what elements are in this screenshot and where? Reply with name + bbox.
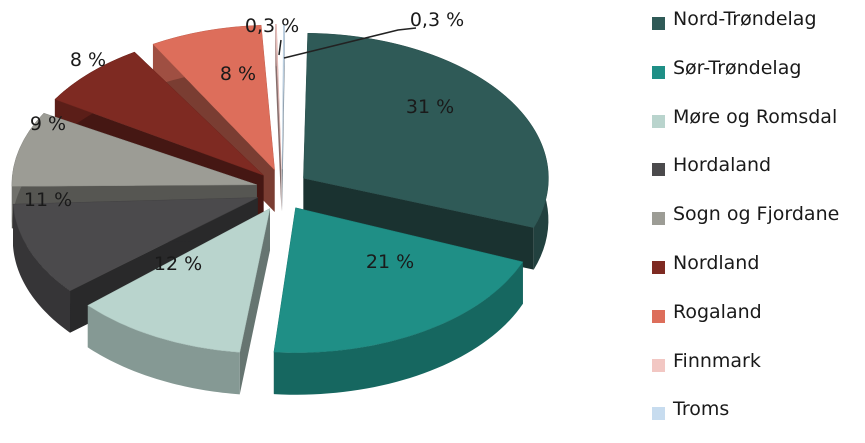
legend-item-sogn-og-fjordane: Sogn og Fjordane xyxy=(652,199,865,248)
legend-item-hordaland: Hordaland xyxy=(652,150,865,199)
legend-label: Finnmark xyxy=(673,349,761,372)
legend-label: Møre og Romsdal xyxy=(673,105,838,128)
slice-label: 9 % xyxy=(30,113,66,135)
slice-label: 0,3 % xyxy=(410,9,464,31)
legend-item-more-og-romsdal: Møre og Romsdal xyxy=(652,102,865,151)
legend-item-rogaland: Rogaland xyxy=(652,297,865,346)
slice-label: 31 % xyxy=(406,96,454,118)
legend-label: Nord-Trøndelag xyxy=(673,8,817,30)
slice-label: 8 % xyxy=(70,49,106,71)
legend-label: Sogn og Fjordane xyxy=(673,203,840,226)
legend-item-sor-trondelag: Sør-Trøndelag xyxy=(652,53,865,102)
slice-label: 11 % xyxy=(24,189,72,211)
legend-swatch xyxy=(652,212,665,226)
legend-item-troms: Troms xyxy=(652,394,865,443)
legend-swatch xyxy=(652,163,665,177)
pie-slice xyxy=(281,23,285,212)
legend-swatch xyxy=(652,309,665,323)
legend-swatch xyxy=(652,114,665,128)
pie-slice xyxy=(273,207,524,395)
leader-line xyxy=(278,39,282,56)
legend: Nord-Trøndelag Sør-Trøndelag Møre og Rom… xyxy=(652,4,865,443)
pie-slice xyxy=(303,32,549,270)
legend-label: Sør-Trøndelag xyxy=(673,56,802,79)
legend-label: Hordaland xyxy=(673,154,772,177)
legend-swatch xyxy=(652,260,665,274)
legend-swatch xyxy=(652,407,665,421)
pie-chart: 31 % 21 % 12 % 11 % 9 % 8 % 8 % 0,3 % 0,3 % xyxy=(11,9,549,395)
legend-swatch xyxy=(652,65,665,79)
legend-item-finnmark: Finnmark xyxy=(652,346,865,395)
legend-item-nord-trondelag: Nord-Trøndelag xyxy=(652,4,865,53)
legend-label: Rogaland xyxy=(673,300,762,323)
legend-item-nordland: Nordland xyxy=(652,248,865,297)
leader-line xyxy=(283,27,417,59)
slice-label: 8 % xyxy=(220,63,256,85)
slice-label: 12 % xyxy=(154,253,202,275)
slice-label: 21 % xyxy=(366,251,414,273)
legend-swatch xyxy=(652,17,665,30)
legend-label: Nordland xyxy=(673,251,760,274)
legend-label: Troms xyxy=(673,398,730,421)
slice-label: 0,3 % xyxy=(245,15,299,37)
pie-slice xyxy=(275,23,282,212)
pie-slice xyxy=(87,207,271,395)
legend-swatch xyxy=(652,358,665,372)
